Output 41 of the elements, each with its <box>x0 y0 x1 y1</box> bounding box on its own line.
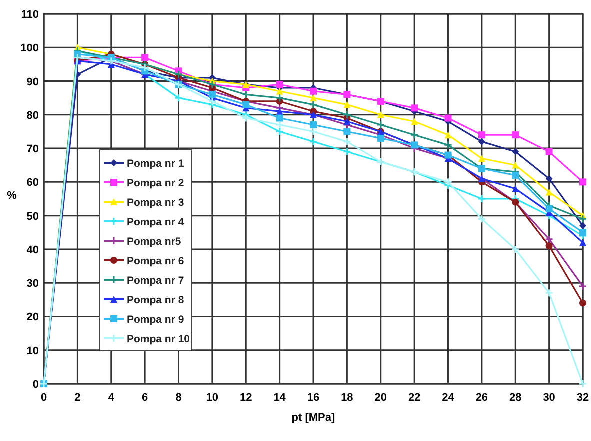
x-tick-label: 32 <box>576 392 590 404</box>
y-tick-label: 50 <box>26 210 39 223</box>
y-tick-label: 30 <box>26 278 39 290</box>
legend-label: Pompa nr 3 <box>127 197 184 209</box>
y-tick-label: 20 <box>26 312 39 324</box>
y-tick-label: 0 <box>32 379 39 391</box>
y-tick-label: 90 <box>26 76 39 88</box>
x-tick-label: 6 <box>142 392 148 404</box>
x-tick-label: 2 <box>74 392 81 404</box>
legend-label: Pompa nr 8 <box>127 294 184 306</box>
legend-label: Pompa nr5 <box>127 236 182 248</box>
y-tick-label: 100 <box>20 42 39 55</box>
legend-label: Pompa nr 7 <box>127 275 184 287</box>
x-tick-label: 20 <box>374 392 387 404</box>
x-tick-label: 16 <box>307 392 320 404</box>
legend-label: Pompa nr 9 <box>127 314 184 326</box>
x-axis-title: pt [MPa] <box>292 412 336 424</box>
y-axis-title: % <box>7 190 18 202</box>
x-tick-label: 18 <box>341 392 354 404</box>
legend-label: Pompa nr 6 <box>127 256 184 268</box>
x-tick-label: 22 <box>408 392 421 404</box>
legend-label: Pompa nr 4 <box>127 216 184 228</box>
y-tick-label: 10 <box>26 345 39 358</box>
legend-label: Pompa nr 1 <box>127 158 184 170</box>
legend-label: Pompa nr 10 <box>127 334 190 346</box>
x-tick-label: 12 <box>240 392 252 404</box>
x-tick-label: 0 <box>40 392 48 404</box>
x-tick-label: 26 <box>476 392 488 404</box>
x-tick-label: 14 <box>274 392 287 404</box>
x-tick-label: 28 <box>510 392 522 404</box>
x-tick-label: 24 <box>442 392 456 404</box>
legend-label: Pompa nr 2 <box>127 178 184 190</box>
x-tick-label: 30 <box>543 392 556 404</box>
x-tick-label: 4 <box>108 392 116 404</box>
y-tick-label: 80 <box>26 110 39 122</box>
y-tick-label: 60 <box>26 177 39 190</box>
y-tick-label: 40 <box>26 244 39 256</box>
x-tick-label: 10 <box>206 392 219 404</box>
y-tick-label: 70 <box>26 144 39 156</box>
x-tick-label: 8 <box>176 392 182 404</box>
y-tick-label: 110 <box>21 9 39 21</box>
